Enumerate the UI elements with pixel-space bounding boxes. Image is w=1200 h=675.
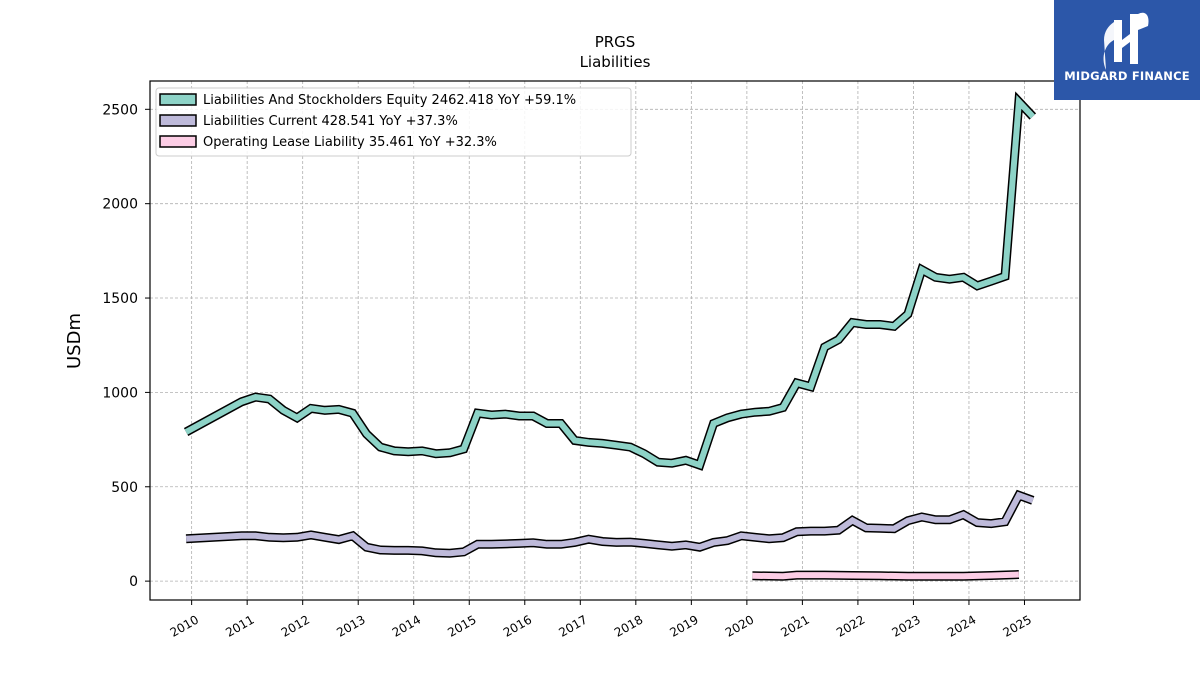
x-tick-label: 2010 <box>168 612 201 639</box>
x-tick-label: 2025 <box>1001 612 1034 639</box>
legend-label: Liabilities And Stockholders Equity 2462… <box>203 93 576 108</box>
x-tick-label: 2022 <box>834 612 867 639</box>
legend-label: Liabilities Current 428.541 YoY +37.3% <box>203 114 458 129</box>
series-line <box>185 491 1034 557</box>
midgard-logo-icon <box>1103 12 1149 70</box>
x-tick-label: 2024 <box>945 612 978 639</box>
y-axis-label: USDm <box>64 313 85 369</box>
x-tick-label: 2017 <box>556 612 589 639</box>
x-tick-label: 2014 <box>390 612 423 639</box>
series-line <box>752 571 1020 580</box>
brand-logo: MIDGARD FINANCE <box>1054 0 1200 100</box>
legend <box>155 87 632 157</box>
y-tick-label: 2500 <box>102 102 138 118</box>
series-line <box>184 94 1035 469</box>
y-tick-label: 0 <box>129 574 138 590</box>
x-tick-label: 2013 <box>334 612 367 639</box>
plot-frame <box>149 80 1081 601</box>
x-tick-label: 2015 <box>445 612 478 639</box>
x-tick-label: 2011 <box>223 612 256 639</box>
chart-title: PRGS <box>595 33 636 51</box>
legend-swatch <box>159 93 197 106</box>
x-tick-label: 2021 <box>778 612 811 639</box>
y-tick-label: 1000 <box>102 385 138 401</box>
y-tick-label: 2000 <box>102 197 138 213</box>
y-tick-label: 1500 <box>102 291 138 307</box>
x-tick-label: 2019 <box>667 612 700 639</box>
plot-area: 0 500 1000 1500 2000 2500 2010 2011 2012 2013 2014… <box>102 80 1081 640</box>
legend-swatch <box>159 135 197 148</box>
legend-swatch <box>159 114 197 127</box>
x-tick-label: 2020 <box>723 612 756 639</box>
x-tick-label: 2016 <box>501 612 534 639</box>
x-tick-label: 2012 <box>279 612 312 639</box>
x-tick-label: 2023 <box>889 612 922 639</box>
y-tick-label: 500 <box>111 480 138 496</box>
chart-subtitle: Liabilities <box>580 53 651 71</box>
legend-label: Operating Lease Liability 35.461 YoY +32… <box>203 135 497 150</box>
brand-name: MIDGARD FINANCE <box>1064 69 1190 83</box>
x-tick-label: 2018 <box>612 612 645 639</box>
